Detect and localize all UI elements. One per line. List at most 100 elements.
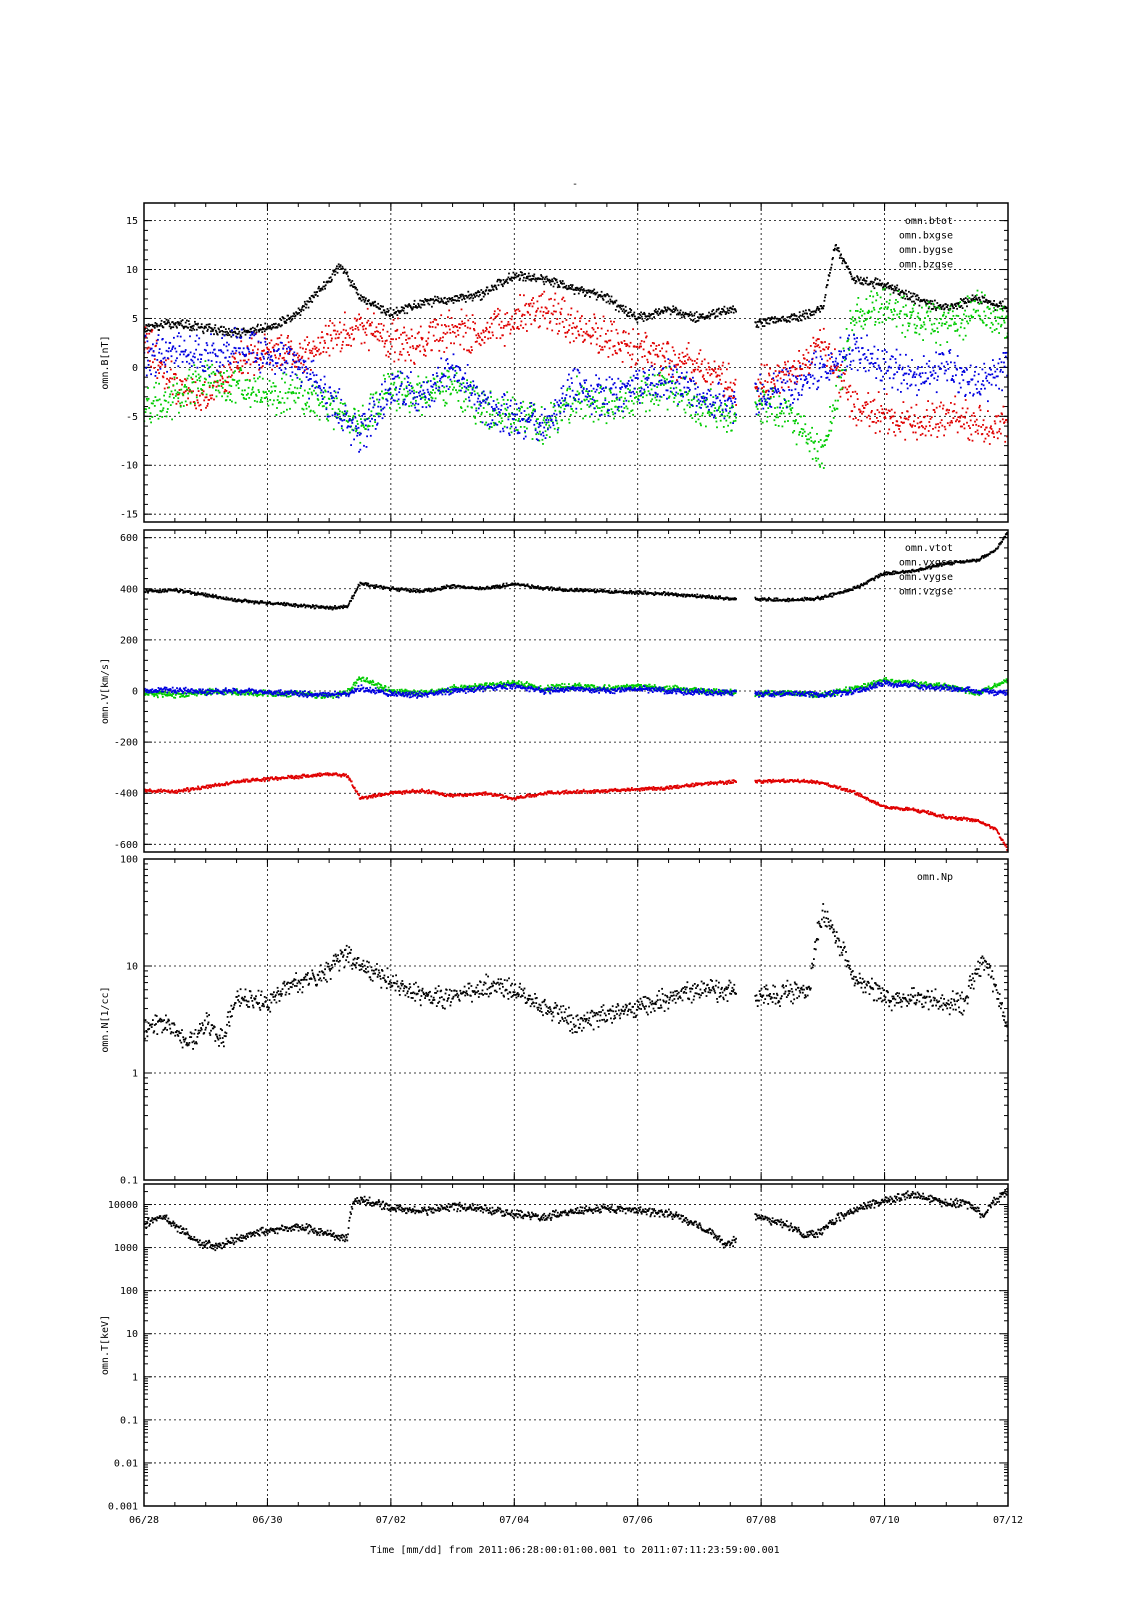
data-point — [168, 321, 170, 324]
data-point — [634, 315, 636, 318]
data-point — [857, 278, 860, 280]
data-point — [255, 357, 258, 360]
data-point — [808, 309, 811, 312]
data-point — [164, 365, 167, 368]
data-point — [669, 367, 672, 370]
data-point — [552, 424, 555, 427]
data-point — [406, 390, 409, 393]
data-point — [253, 334, 256, 337]
data-point — [406, 306, 409, 308]
data-point — [455, 295, 457, 297]
data-point — [406, 375, 409, 378]
data-point — [880, 405, 883, 407]
data-point — [334, 273, 336, 276]
data-point — [835, 367, 838, 370]
data-point — [292, 354, 295, 356]
data-point — [384, 342, 386, 345]
data-point — [184, 384, 186, 386]
data-point — [276, 407, 278, 409]
data-point — [873, 287, 876, 290]
data-point — [391, 373, 394, 376]
data-point — [810, 311, 813, 313]
data-point — [173, 322, 175, 325]
data-point — [203, 348, 206, 351]
data-point — [905, 304, 907, 307]
data-point — [808, 438, 810, 441]
data-point — [981, 319, 984, 322]
data-point — [684, 391, 686, 394]
data-point — [531, 305, 534, 308]
data-point — [588, 406, 591, 408]
data-point — [400, 310, 402, 313]
data-point — [984, 428, 986, 431]
data-point — [261, 362, 264, 364]
data-point — [587, 395, 590, 397]
data-point — [510, 328, 512, 331]
data-point — [274, 354, 276, 357]
data-point — [476, 386, 478, 389]
data-point — [466, 382, 468, 385]
data-point — [456, 326, 459, 328]
data-point — [219, 330, 222, 333]
data-point — [648, 409, 651, 412]
data-point — [433, 318, 436, 321]
data-point — [373, 400, 375, 403]
data-point — [966, 295, 969, 298]
data-point — [395, 386, 397, 389]
data-point — [316, 398, 319, 400]
data-point — [311, 393, 314, 396]
data-point — [965, 411, 968, 414]
data-point — [695, 311, 698, 313]
data-point — [410, 404, 413, 407]
data-point — [732, 397, 734, 399]
data-point — [926, 302, 929, 305]
data-point — [476, 392, 479, 395]
data-point — [304, 303, 307, 305]
data-point — [173, 378, 176, 381]
data-point — [174, 322, 177, 324]
data-point — [610, 408, 613, 411]
data-point — [899, 430, 902, 433]
data-point — [905, 289, 907, 292]
data-point — [554, 292, 557, 295]
data-point — [145, 336, 148, 339]
data-point — [695, 320, 697, 323]
data-point — [572, 369, 575, 372]
data-point — [260, 396, 263, 399]
data-point — [982, 300, 985, 303]
data-point — [972, 424, 974, 426]
data-point — [380, 408, 383, 411]
data-point — [672, 305, 675, 308]
data-point — [371, 321, 373, 324]
data-point — [513, 328, 515, 330]
data-point — [333, 324, 336, 327]
data-point — [286, 319, 288, 321]
data-point — [463, 378, 465, 380]
data-point — [910, 296, 913, 298]
data-point — [728, 416, 731, 419]
data-point — [492, 334, 494, 337]
data-point — [461, 293, 464, 296]
data-point — [503, 345, 506, 347]
data-point — [635, 391, 638, 393]
series-omn-bzgse — [144, 326, 1008, 453]
data-point — [946, 304, 949, 307]
data-point — [854, 318, 857, 321]
data-point — [305, 366, 307, 368]
data-point — [163, 356, 166, 359]
data-point — [601, 406, 604, 409]
data-point — [898, 425, 901, 427]
data-point — [419, 325, 422, 328]
data-point — [966, 298, 969, 301]
data-point — [874, 277, 877, 280]
data-point — [299, 387, 302, 389]
data-point — [714, 407, 717, 409]
data-point — [790, 315, 792, 317]
data-point — [267, 325, 270, 328]
data-point — [571, 286, 573, 288]
data-point — [332, 347, 335, 350]
data-point — [228, 384, 231, 387]
data-point — [581, 286, 583, 288]
data-point — [354, 328, 357, 330]
data-point — [259, 328, 262, 331]
